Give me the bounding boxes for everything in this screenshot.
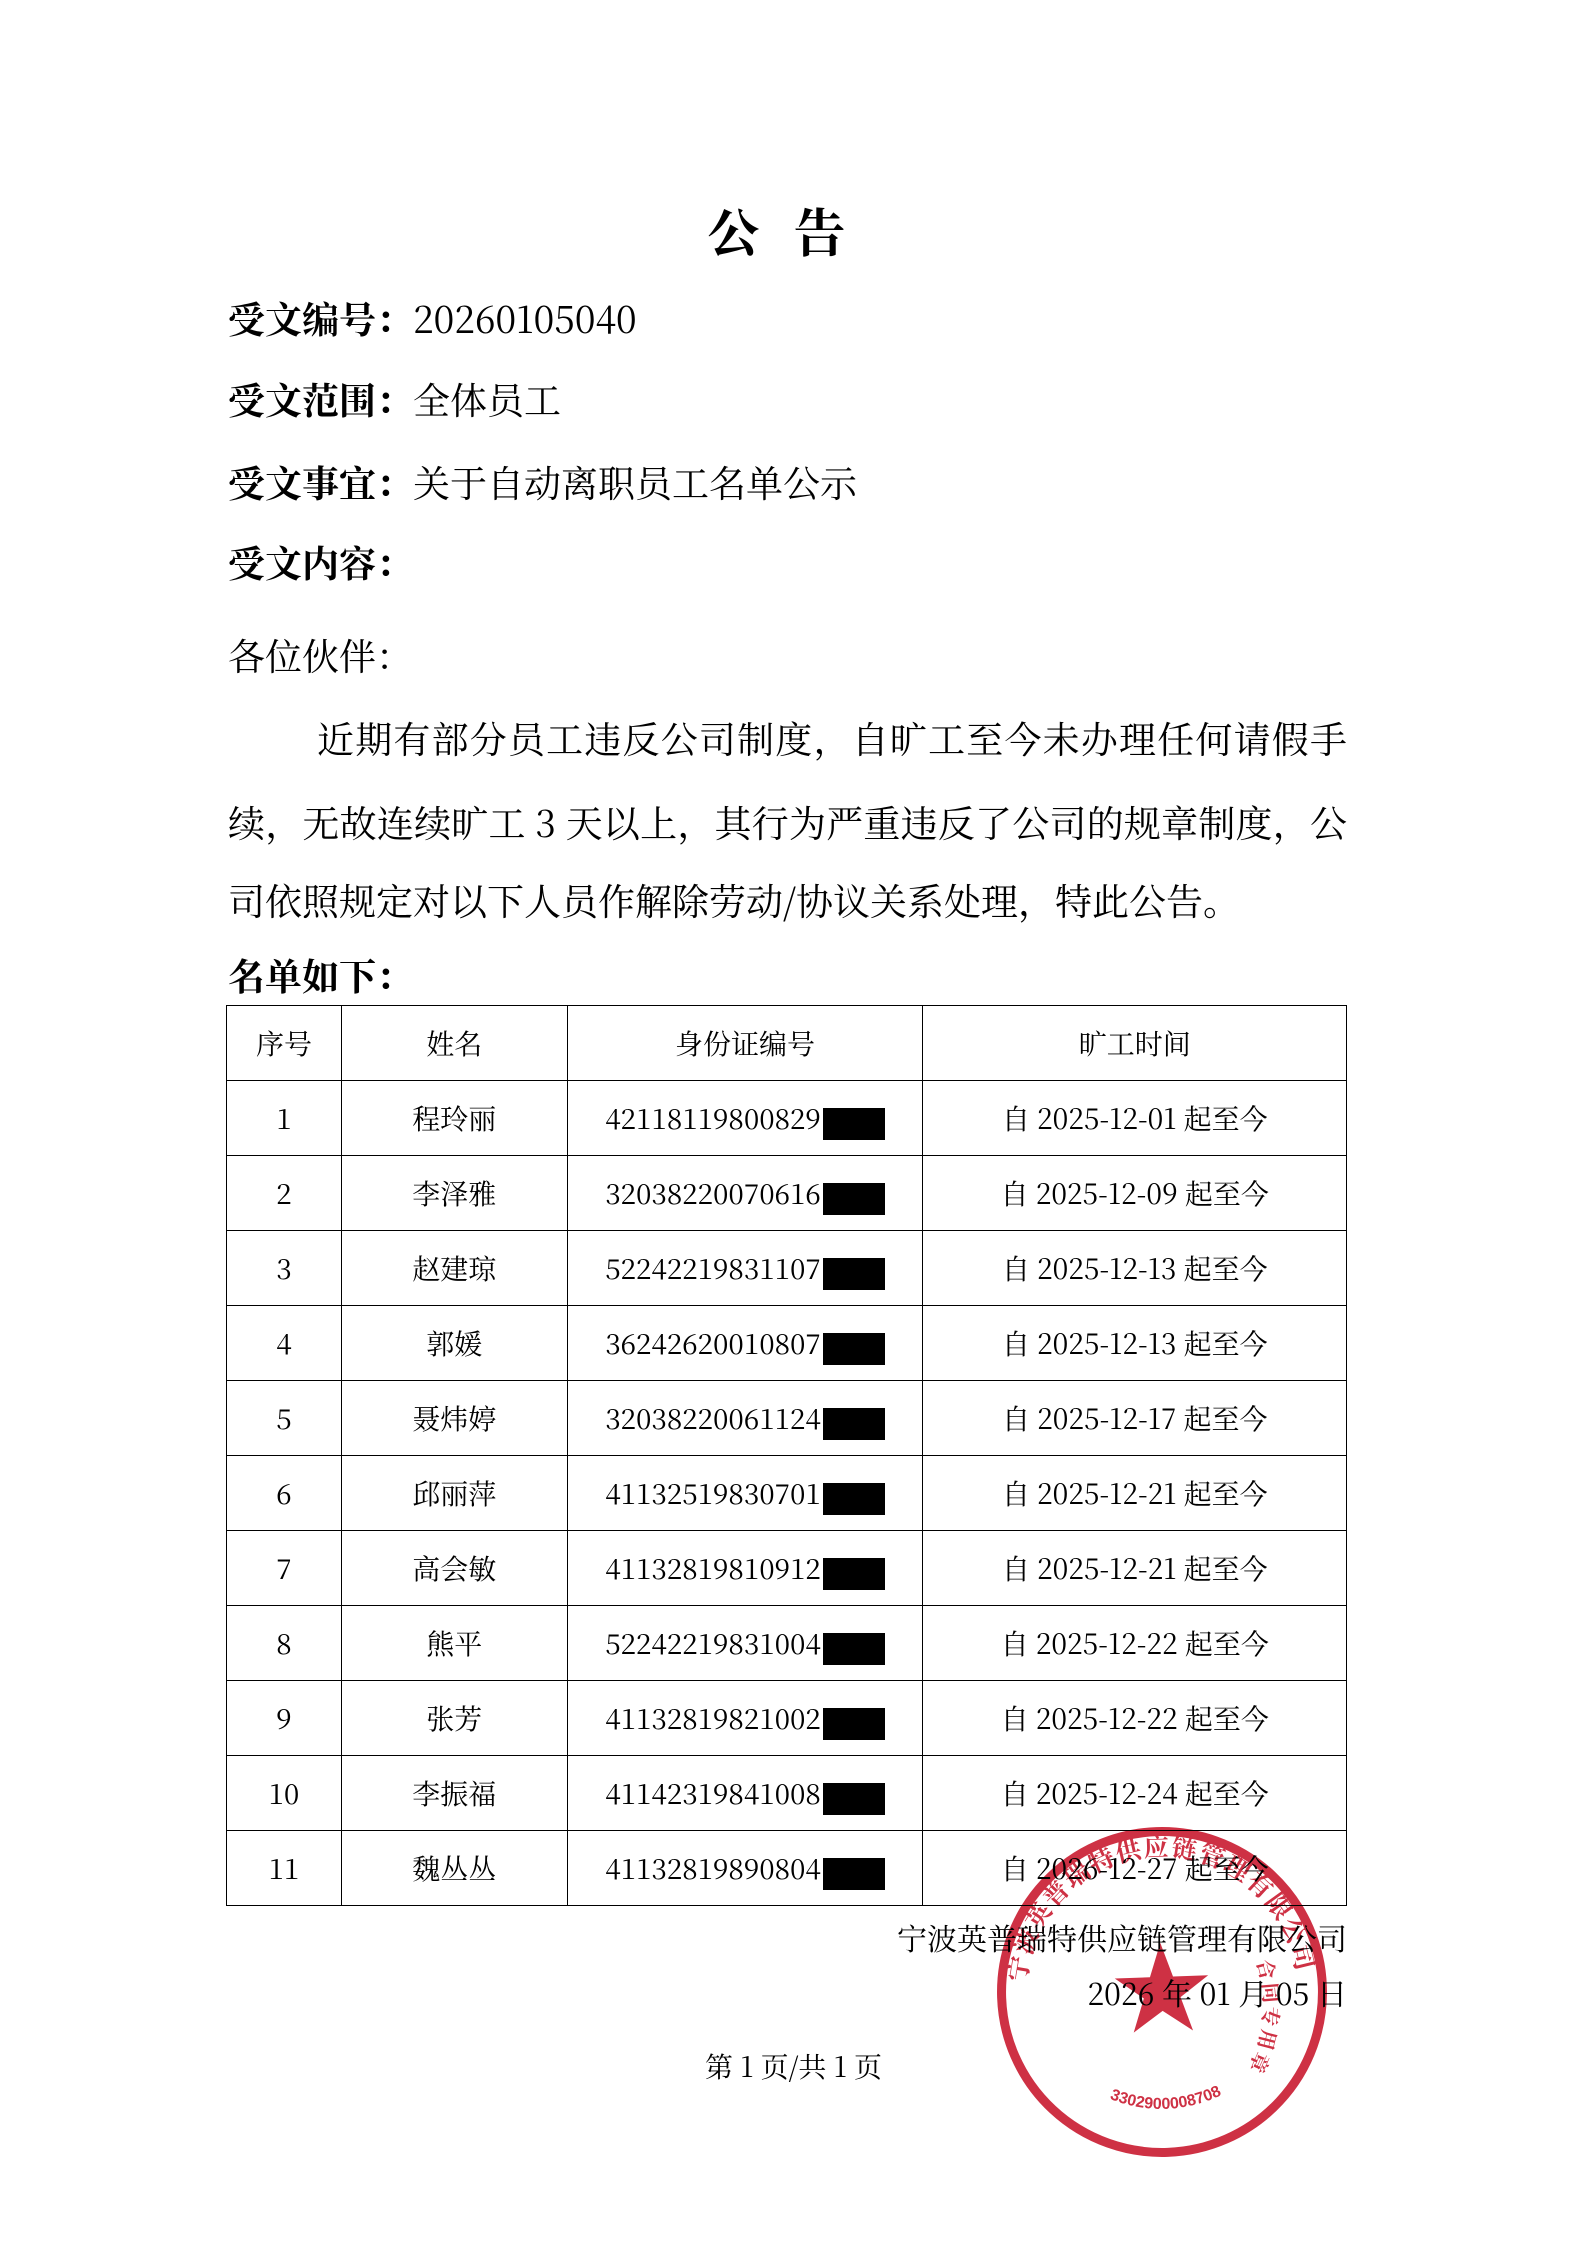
svg-text:合同专用章: 合同专用章 [1238,1955,1289,2081]
svg-text:3302900008708: 3302900008708 [1107,2082,1224,2115]
